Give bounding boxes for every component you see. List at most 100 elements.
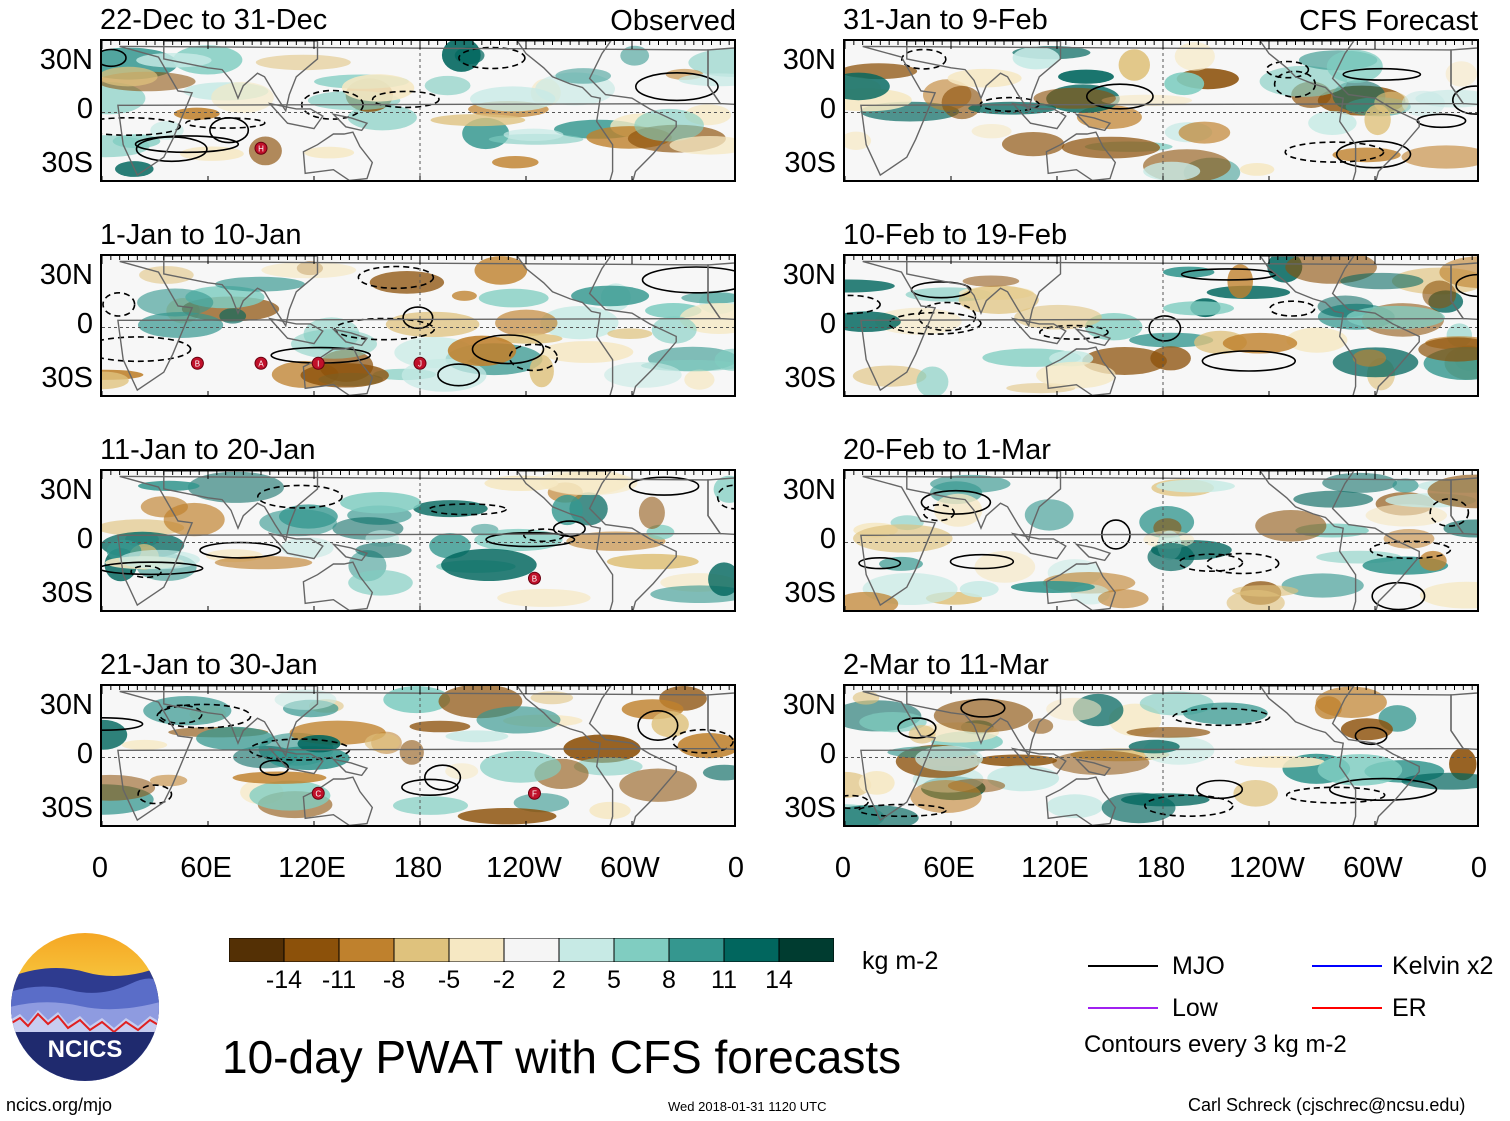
mjo-contour-positive bbox=[960, 698, 1006, 718]
pwat-anomaly-shading bbox=[638, 496, 665, 529]
pwat-anomaly-shading bbox=[987, 765, 1060, 792]
legend-label-low: Low bbox=[1172, 994, 1218, 1022]
pwat-anomaly-shading bbox=[364, 733, 401, 752]
pwat-anomaly-shading bbox=[1326, 49, 1383, 83]
mjo-contour-negative bbox=[1143, 794, 1234, 817]
pwat-anomaly-shading bbox=[1445, 61, 1477, 87]
storm-marker: H bbox=[254, 141, 268, 155]
mjo-contour-negative bbox=[917, 301, 977, 332]
pwat-anomaly-shading bbox=[1036, 361, 1116, 389]
pwat-anomaly-shading bbox=[430, 114, 526, 127]
pwat-anomaly-shading bbox=[457, 808, 557, 825]
pwat-anomaly-shading bbox=[845, 72, 890, 101]
coastline bbox=[516, 471, 677, 610]
pwat-anomaly-shading bbox=[119, 549, 200, 570]
panel-title: 10-Feb to 19-Feb bbox=[843, 219, 1068, 251]
panel-title: 2-Mar to 11-Mar bbox=[843, 649, 1049, 681]
mjo-contour-negative bbox=[901, 48, 947, 70]
panel-title: 1-Jan to 10-Jan bbox=[100, 219, 302, 251]
longitude-label: 0 bbox=[1470, 852, 1488, 884]
pwat-anomaly-shading bbox=[1365, 504, 1447, 527]
pwat-anomaly-shading bbox=[874, 307, 962, 335]
pwat-anomaly-shading bbox=[1052, 750, 1150, 775]
longitude-label: 0 bbox=[91, 852, 109, 884]
coastline bbox=[267, 102, 324, 130]
coastline bbox=[906, 686, 1062, 758]
pwat-anomaly-shading bbox=[341, 74, 415, 102]
coastline bbox=[707, 692, 734, 750]
pwat-anomaly-shading bbox=[1340, 718, 1393, 741]
coastline bbox=[906, 471, 1062, 543]
pwat-anomaly-shading bbox=[941, 85, 983, 120]
mjo-contour-positive bbox=[949, 553, 1015, 570]
pwat-anomaly-shading bbox=[1317, 754, 1403, 786]
storm-marker: B bbox=[190, 356, 204, 370]
storm-marker-label: B bbox=[532, 574, 537, 583]
pwat-anomaly-shading bbox=[219, 308, 247, 324]
coastline bbox=[1010, 747, 1067, 775]
latitude-label: 30S bbox=[784, 147, 836, 179]
coastline bbox=[1010, 102, 1067, 130]
coastline bbox=[1045, 346, 1117, 395]
pwat-anomaly-map bbox=[845, 686, 1477, 825]
pwat-anomaly-map: B bbox=[102, 471, 734, 610]
mjo-contour-negative bbox=[1038, 324, 1109, 340]
panel-title: 31-Jan to 9-Feb bbox=[843, 4, 1048, 36]
pwat-anomaly-shading bbox=[138, 312, 224, 338]
colorbar-swatch bbox=[283, 937, 340, 963]
mjo-contour-positive bbox=[858, 556, 902, 570]
pwat-anomaly-shading bbox=[1164, 72, 1205, 96]
pwat-anomaly-shading bbox=[1028, 718, 1054, 734]
longitude-label: 180 bbox=[393, 852, 443, 884]
pwat-anomaly-shading bbox=[604, 362, 682, 388]
pwat-anomaly-shading bbox=[1227, 264, 1253, 299]
pwat-anomaly-shading bbox=[540, 306, 619, 340]
pwat-anomaly-shading bbox=[1322, 472, 1397, 493]
ncics-logo: NCICS bbox=[10, 932, 160, 1082]
pwat-anomaly-shading bbox=[959, 581, 999, 598]
footer-url[interactable]: ncics.org/mjo bbox=[6, 1095, 113, 1115]
pwat-anomaly-shading bbox=[1234, 756, 1325, 768]
longitude-label: 120W bbox=[486, 852, 562, 884]
pwat-anomaly-shading bbox=[102, 66, 158, 87]
pwat-anomaly-shading bbox=[845, 311, 901, 332]
mjo-contour-positive bbox=[1452, 85, 1477, 115]
storm-marker-label: I bbox=[317, 359, 319, 368]
legend-line-low bbox=[1088, 1007, 1158, 1009]
pwat-anomaly-shading bbox=[1128, 739, 1180, 754]
pwat-anomaly-shading bbox=[1150, 346, 1191, 371]
pwat-anomaly-shading bbox=[1126, 727, 1211, 738]
mjo-contour-negative bbox=[371, 90, 440, 109]
pwat-anomaly-shading bbox=[300, 363, 389, 388]
forecast-map-panel bbox=[843, 254, 1479, 397]
colorbar-swatch bbox=[613, 937, 670, 963]
colorbar-tick-label: -5 bbox=[437, 966, 461, 994]
pwat-anomaly-shading bbox=[503, 128, 564, 141]
pwat-anomaly-shading bbox=[677, 733, 734, 759]
coastline bbox=[516, 686, 677, 825]
coastline bbox=[331, 328, 369, 347]
colorbar bbox=[228, 937, 835, 963]
pwat-anomaly-shading bbox=[291, 329, 377, 359]
colorbar-tick-label: -14 bbox=[265, 966, 303, 994]
coastline bbox=[163, 471, 319, 543]
pwat-anomaly-shading bbox=[1098, 589, 1149, 609]
pwat-anomaly-shading bbox=[297, 735, 341, 753]
pwat-anomaly-shading bbox=[678, 73, 734, 87]
pwat-anomaly-shading bbox=[497, 588, 591, 607]
latitude-label: 30S bbox=[41, 147, 93, 179]
pwat-anomaly-shading bbox=[451, 290, 477, 301]
pwat-anomaly-shading bbox=[1033, 87, 1116, 109]
pwat-anomaly-shading bbox=[1174, 42, 1215, 71]
coastline bbox=[906, 256, 1062, 328]
pwat-anomaly-shading bbox=[934, 493, 983, 527]
coastline bbox=[516, 256, 677, 395]
pwat-anomaly-shading bbox=[1286, 327, 1348, 353]
longitude-label: 120E bbox=[278, 852, 346, 884]
colorbar-tick-label: 14 bbox=[765, 966, 793, 994]
pwat-anomaly-shading bbox=[279, 504, 338, 529]
coastline bbox=[906, 41, 1062, 113]
pwat-anomaly-shading bbox=[606, 553, 699, 570]
pwat-anomaly-shading bbox=[1147, 542, 1195, 572]
